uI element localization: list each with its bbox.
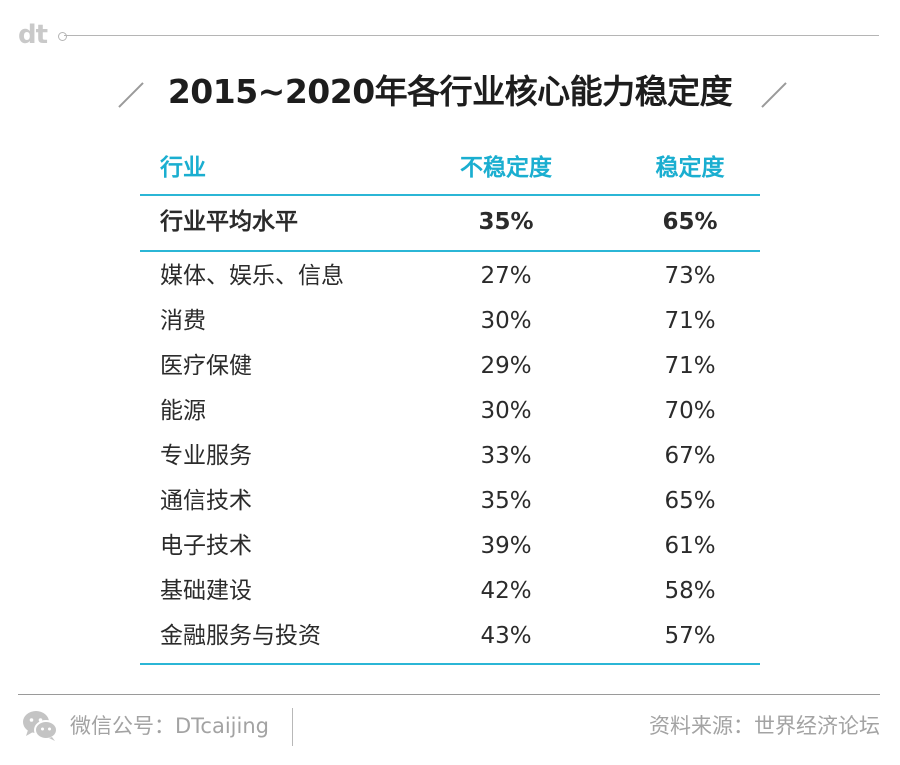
- chart-title: 2015~2020年各行业核心能力稳定度: [167, 72, 733, 111]
- header-instability: 不稳定度: [460, 155, 552, 181]
- industry-cell: 医疗保健: [160, 353, 252, 379]
- table-row: 通信技术 35% 65%: [140, 479, 760, 524]
- brand-rule: [64, 35, 879, 36]
- industry-cell: 媒体、娱乐、信息: [160, 263, 344, 289]
- title-slash-left: [118, 82, 144, 108]
- instability-cell: 30%: [480, 308, 532, 334]
- average-rule: [140, 250, 760, 252]
- header-rule: [140, 194, 760, 196]
- table-row: 医疗保健 29% 71%: [140, 344, 760, 389]
- footer-wechat: 微信公号：DTcaijing: [22, 706, 269, 746]
- industry-cell: 电子技术: [160, 533, 252, 559]
- brand-dot: [58, 32, 67, 41]
- table-row: 电子技术 39% 61%: [140, 524, 760, 569]
- table-row: 金融服务与投资 43% 57%: [140, 614, 760, 659]
- average-label: 行业平均水平: [160, 209, 298, 235]
- average-stability: 65%: [662, 209, 718, 235]
- industry-cell: 基础建设: [160, 578, 252, 604]
- instability-cell: 42%: [480, 578, 532, 604]
- wechat-icon: [22, 709, 58, 743]
- table-header-row: 行业 不稳定度 稳定度: [140, 146, 760, 194]
- industry-cell: 能源: [160, 398, 206, 424]
- instability-cell: 43%: [480, 623, 532, 649]
- average-row: 行业平均水平 35% 65%: [140, 196, 760, 250]
- footer-separator: [292, 708, 293, 746]
- table-row: 基础建设 42% 58%: [140, 569, 760, 614]
- stability-cell: 65%: [664, 488, 716, 514]
- table-row: 能源 30% 70%: [140, 389, 760, 434]
- industry-cell: 专业服务: [160, 443, 252, 469]
- stability-cell: 67%: [664, 443, 716, 469]
- instability-cell: 30%: [480, 398, 532, 424]
- stability-cell: 71%: [664, 353, 716, 379]
- industry-cell: 通信技术: [160, 488, 252, 514]
- stability-cell: 73%: [664, 263, 716, 289]
- title-slash-right: [761, 82, 787, 108]
- instability-cell: 35%: [480, 488, 532, 514]
- table-row: 专业服务 33% 67%: [140, 434, 760, 479]
- industry-cell: 消费: [160, 308, 206, 334]
- stability-cell: 71%: [664, 308, 716, 334]
- title-area: 2015~2020年各行业核心能力稳定度: [0, 62, 900, 122]
- stability-cell: 61%: [664, 533, 716, 559]
- industry-cell: 金融服务与投资: [160, 623, 321, 649]
- instability-cell: 39%: [480, 533, 532, 559]
- dt-logo: dt: [18, 20, 48, 50]
- table-row: 消费 30% 71%: [140, 299, 760, 344]
- stability-cell: 57%: [664, 623, 716, 649]
- table-row: 媒体、娱乐、信息 27% 73%: [140, 254, 760, 299]
- instability-cell: 33%: [480, 443, 532, 469]
- data-source: 资料来源：世界经济论坛: [649, 714, 880, 738]
- wechat-account: 微信公号：DTcaijing: [70, 714, 269, 738]
- footer-rule: [18, 694, 880, 695]
- brand-bar: dt: [18, 20, 884, 50]
- table-body: 媒体、娱乐、信息 27% 73% 消费 30% 71% 医疗保健 29% 71% 能源 30% 70%…: [140, 252, 760, 659]
- stability-cell: 70%: [664, 398, 716, 424]
- header-industry: 行业: [160, 155, 206, 181]
- instability-cell: 29%: [480, 353, 532, 379]
- instability-cell: 27%: [480, 263, 532, 289]
- stability-table: 行业 不稳定度 稳定度 行业平均水平 35% 65% 媒体、娱乐、信息 27% 73…: [140, 146, 760, 665]
- average-instability: 35%: [478, 209, 534, 235]
- header-stability: 稳定度: [655, 155, 725, 181]
- bottom-rule: [140, 663, 760, 665]
- stability-cell: 58%: [664, 578, 716, 604]
